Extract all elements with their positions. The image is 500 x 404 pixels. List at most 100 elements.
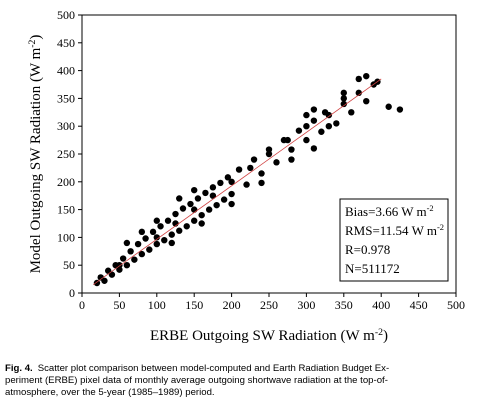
scatter-point: [209, 184, 217, 191]
scatter-point: [217, 179, 224, 187]
x-axis-label-sup: -2: [375, 327, 383, 338]
scatter-point: [164, 217, 172, 224]
scatter-point: [131, 256, 138, 263]
scatter-point: [363, 72, 370, 80]
scatter-point: [153, 240, 160, 248]
scatter-point: [396, 106, 404, 113]
caption-line: atmosphere, over the 5-year (1985–1989) …: [5, 387, 215, 398]
x-axis-label-text: ERBE Outgoing SW Radiation (W m: [150, 328, 375, 344]
scatter-point: [321, 109, 329, 116]
scatter-point: [134, 240, 142, 248]
scatter-point: [284, 136, 291, 144]
stats-line: Bias=3.66 W m-2: [345, 203, 434, 219]
scatter-point: [183, 223, 190, 230]
caption-line: Fig. 4. Scatter plot comparison between m…: [5, 363, 389, 374]
scatter-point: [191, 206, 198, 213]
stats-line-sup: -2: [437, 222, 444, 232]
scatter-point: [355, 89, 362, 97]
scatter-point: [310, 145, 318, 152]
scatter-point: [213, 201, 220, 209]
scatter-point: [340, 95, 347, 102]
stats-line: R=0.978: [345, 242, 390, 257]
scatter-point: [138, 228, 146, 236]
scatter-point: [116, 266, 123, 273]
stats-line-text: RMS=11.54 W m: [345, 223, 437, 238]
x-tick-label: 300: [297, 298, 315, 312]
y-axis-label-sup: -2: [27, 39, 38, 47]
x-tick-label: 500: [447, 298, 465, 312]
y-tick-label: 350: [57, 91, 75, 105]
scatter-point: [209, 192, 217, 199]
y-tick-label: 500: [57, 8, 75, 22]
scatter-point: [385, 103, 392, 110]
scatter-point: [146, 246, 153, 253]
stats-line-text: Bias=3.66 W m: [345, 204, 427, 219]
scatter-point: [318, 128, 325, 135]
y-tick-label: 50: [63, 258, 75, 272]
scatter-point: [119, 255, 127, 262]
scatter-point: [303, 123, 310, 130]
scatter-point: [161, 236, 168, 244]
scatter-point: [228, 200, 235, 208]
y-tick-label: 250: [57, 147, 75, 161]
scatter-point: [340, 100, 347, 108]
x-tick-label: 450: [410, 298, 428, 312]
scatter-point: [325, 123, 333, 130]
stats-line: RMS=11.54 W m-2: [345, 222, 444, 238]
fit-line: [92, 78, 382, 285]
scatter-point: [348, 109, 355, 116]
scatter-point: [176, 227, 183, 234]
stats-line-sup: -2: [427, 203, 434, 213]
scatter-point: [220, 196, 228, 203]
scatter-point: [202, 189, 209, 197]
y-tick-label: 400: [57, 64, 75, 78]
scatter-point: [273, 159, 280, 166]
scatter-point: [142, 235, 149, 242]
x-tick-label: 150: [185, 298, 203, 312]
scatter-point: [153, 234, 160, 241]
y-tick-label: 150: [57, 203, 75, 217]
scatter-point: [303, 136, 310, 144]
scatter-point: [288, 146, 295, 153]
scatter-point: [157, 223, 164, 230]
scatter-point: [288, 156, 295, 163]
scatter-point: [176, 195, 183, 202]
stats-line-text: R=0.978: [345, 242, 390, 257]
scatter-point: [258, 179, 265, 187]
y-tick-label: 450: [57, 36, 75, 50]
x-tick-label: 100: [148, 298, 166, 312]
scatter-point: [340, 89, 347, 97]
scatter-point: [153, 217, 160, 224]
scatter-point: [333, 120, 340, 127]
scatter-point: [224, 174, 232, 181]
scatter-point: [93, 279, 101, 287]
scatter-point: [235, 166, 243, 173]
y-axis-label-text: Model Outgoing SW Radiation (W m: [28, 47, 44, 273]
scatter-point: [228, 190, 235, 198]
scatter-point: [172, 210, 179, 218]
x-tick-label: 350: [335, 298, 353, 312]
scatter-point: [138, 250, 146, 258]
x-tick-label: 200: [223, 298, 241, 312]
scatter-point: [127, 248, 134, 255]
scatter-point: [187, 200, 194, 208]
scatter-point: [123, 262, 131, 269]
caption-text: Scatter plot comparison between model-co…: [38, 363, 389, 374]
x-tick-label: 400: [372, 298, 390, 312]
scatter-point: [198, 220, 205, 227]
scatter-point: [168, 239, 175, 247]
scatter-point: [310, 106, 318, 113]
x-tick-label: 0: [79, 298, 85, 312]
scatter-point: [247, 164, 254, 172]
x-tick-label: 50: [113, 298, 125, 312]
stats-box: [339, 198, 449, 282]
y-axis-label: Model Outgoing SW Radiation (W m-2): [27, 35, 45, 274]
scatter-point: [243, 181, 250, 188]
scatter-point: [191, 186, 198, 194]
scatter-point: [194, 195, 202, 202]
scatter-point: [149, 228, 157, 236]
scatter-point: [198, 211, 205, 219]
scatter-point: [168, 231, 175, 238]
y-tick-label: 300: [57, 119, 75, 133]
